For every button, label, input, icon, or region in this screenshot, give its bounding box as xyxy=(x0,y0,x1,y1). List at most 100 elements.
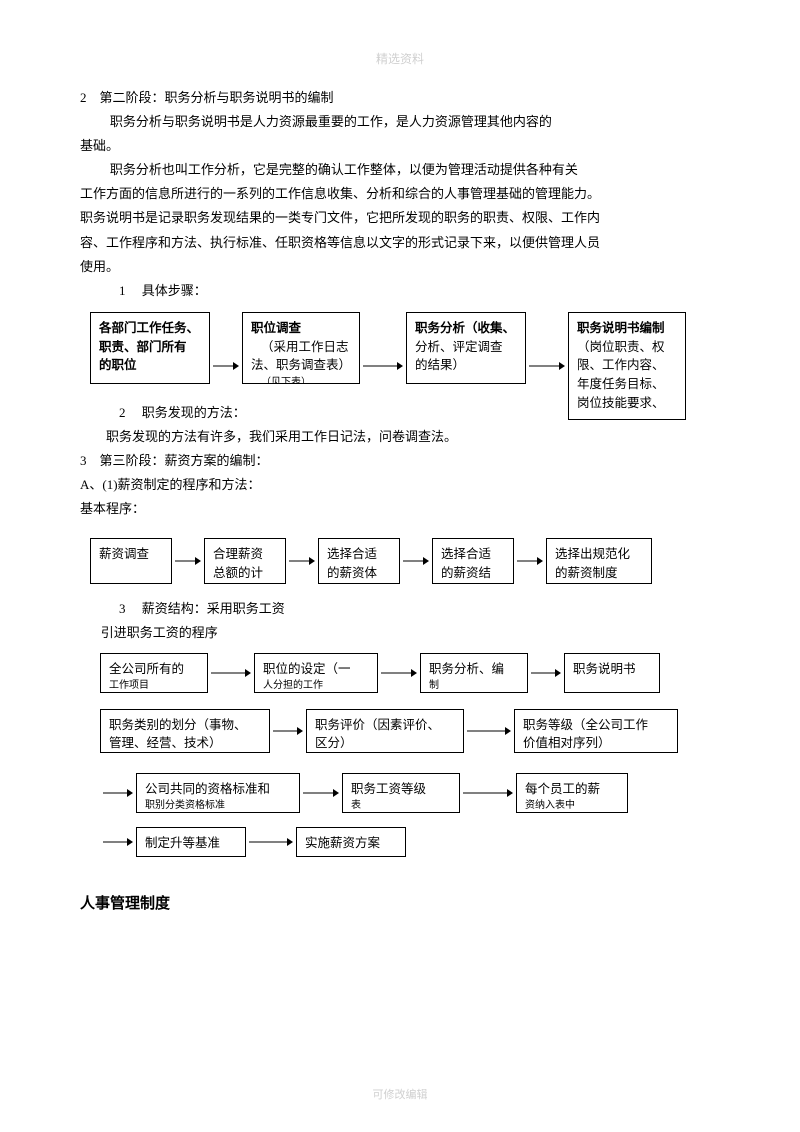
box-text: 职务工资等级 xyxy=(351,780,451,799)
text-line: 职务分析也叫工作分析，它是完整的确认工作整体，以便为管理活动提供各种有关 xyxy=(80,159,720,181)
text-line: 容、工作程序和方法、执行标准、任职资格等信息以文字的形式记录下来，以便供管理人员 xyxy=(80,232,720,254)
box-text: 总额的计 xyxy=(213,564,277,583)
box-text: 职务类别的划分（事物、 xyxy=(109,716,261,735)
box-text: 价值相对序列） xyxy=(523,734,669,753)
box-text: 制定升等基准 xyxy=(145,836,220,850)
box-text: 职位的设定（一 xyxy=(263,660,369,679)
text-line: 2 第二阶段：职务分析与职务说明书的编制 xyxy=(80,87,720,109)
flow-box: 薪资调查 xyxy=(90,538,172,584)
header-watermark: 精选资料 xyxy=(80,50,720,67)
box-text: （岗位职责、权 xyxy=(577,338,677,357)
flowchart-3-row3: 公司共同的资格标准和 职别分类资格标准 职务工资等级 表 每个员工的薪 资纳入表… xyxy=(100,773,720,813)
box-text: 选择出规范化 xyxy=(555,545,643,564)
box-text: 人分担的工作 xyxy=(263,678,369,692)
box-text: 职务评价（因素评价、 xyxy=(315,716,455,735)
text-line: A、(1)薪资制定的程序和方法： xyxy=(80,474,720,496)
flow-box: 职务分析（收集、 分析、评定调查 的结果） xyxy=(406,312,526,384)
arrow-icon xyxy=(360,360,406,372)
flow-box: 全公司所有的 工作项目 xyxy=(100,653,208,693)
arrow-icon xyxy=(460,787,516,799)
text-line: 3 第三阶段：薪资方案的编制： xyxy=(80,450,720,472)
footer-watermark: 可修改编辑 xyxy=(0,1086,800,1102)
arrow-icon xyxy=(100,836,136,848)
flow-box: 职务评价（因素评价、 区分） xyxy=(306,709,464,753)
text-line: 职务发现的方法有许多，我们采用工作日记法，问卷调查法。 xyxy=(80,426,720,448)
box-text: 的职位 xyxy=(99,356,201,375)
flow-box: 职务类别的划分（事物、 管理、经营、技术） xyxy=(100,709,270,753)
flow-box: 职位的设定（一 人分担的工作 xyxy=(254,653,378,693)
box-text: 每个员工的薪 xyxy=(525,780,619,799)
box-text: 职别分类资格标准 xyxy=(145,798,291,812)
flow-box: 职务等级（全公司工作 价值相对序列） xyxy=(514,709,678,753)
flow-box: 制定升等基准 xyxy=(136,827,246,857)
text-line: 工作方面的信息所进行的一系列的工作信息收集、分析和综合的人事管理基础的管理能力。 xyxy=(80,183,720,205)
arrow-icon xyxy=(526,360,568,372)
box-text: 的薪资体 xyxy=(327,564,391,583)
box-text: 年度任务目标、 xyxy=(577,375,677,394)
flow-box: 职务说明书 xyxy=(564,653,660,693)
arrow-icon xyxy=(208,667,254,679)
flow-box: 选择合适 的薪资体 xyxy=(318,538,400,584)
arrow-icon xyxy=(246,836,296,848)
box-text: 工作项目 xyxy=(109,678,199,692)
box-text: 选择合适 xyxy=(441,545,505,564)
flow-box: 公司共同的资格标准和 职别分类资格标准 xyxy=(136,773,300,813)
text-line: 3 薪资结构：采用职务工资 xyxy=(80,598,720,620)
flow-box: 每个员工的薪 资纳入表中 xyxy=(516,773,628,813)
box-text: 选择合适 xyxy=(327,545,391,564)
text-line: 1 具体步骤： xyxy=(80,280,720,302)
box-text: 的结果） xyxy=(415,356,517,375)
text-line: 引进职务工资的程序 xyxy=(80,622,720,644)
flow-box: 实施薪资方案 xyxy=(296,827,406,857)
arrow-icon xyxy=(300,787,342,799)
flow-box: 各部门工作任务、 职责、部门所有 的职位 xyxy=(90,312,210,384)
box-text: 的薪资制度 xyxy=(555,564,643,583)
box-text: 职位调查 xyxy=(251,319,351,338)
box-text: 法、职务调查表） xyxy=(251,356,351,375)
section-heading: 人事管理制度 xyxy=(80,892,720,913)
arrow-icon xyxy=(464,725,514,737)
text-line: 使用。 xyxy=(80,256,720,278)
box-text: 职务分析（收集、 xyxy=(415,319,517,338)
box-text: 资纳入表中 xyxy=(525,798,619,812)
flowchart-3-row1: 全公司所有的 工作项目 职位的设定（一 人分担的工作 职务分析、编 制 职务说明… xyxy=(100,653,720,693)
box-text: 区分） xyxy=(315,734,455,753)
box-text: 职责、部门所有 xyxy=(99,338,201,357)
text-line: 基础。 xyxy=(80,135,720,157)
arrow-icon xyxy=(528,667,564,679)
box-text: 薪资调查 xyxy=(99,547,149,561)
box-text: 限、工作内容、 xyxy=(577,356,677,375)
box-text: 职务说明书 xyxy=(573,662,636,676)
text-line: 职务说明书是记录职务发现结果的一类专门文件，它把所发现的职务的职责、权限、工作内 xyxy=(80,207,720,229)
box-text: 全公司所有的 xyxy=(109,660,199,679)
box-text: 职务分析、编 xyxy=(429,660,519,679)
flow-box: 职位调查 （采用工作日志 法、职务调查表） （见下表） xyxy=(242,312,360,384)
box-text: 的薪资结 xyxy=(441,564,505,583)
box-text: 表 xyxy=(351,798,451,812)
flow-box: 职务工资等级 表 xyxy=(342,773,460,813)
text-line: 职务分析与职务说明书是人力资源最重要的工作，是人力资源管理其他内容的 xyxy=(80,111,720,133)
box-text: 管理、经营、技术） xyxy=(109,734,261,753)
box-text: 制 xyxy=(429,678,519,692)
arrow-icon xyxy=(172,555,204,567)
arrow-icon xyxy=(378,667,420,679)
flow-box: 职务分析、编 制 xyxy=(420,653,528,693)
flow-box: 职务说明书编制 （岗位职责、权 限、工作内容、 年度任务目标、 岗位技能要求、 xyxy=(568,312,686,420)
box-text: 岗位技能要求、 xyxy=(577,394,677,413)
box-text: 职务等级（全公司工作 xyxy=(523,716,669,735)
flowchart-2: 薪资调查 合理薪资 总额的计 选择合适 的薪资体 选择合适 的薪资结 选择出规范… xyxy=(90,538,720,584)
arrow-icon xyxy=(400,555,432,567)
arrow-icon xyxy=(514,555,546,567)
arrow-icon xyxy=(286,555,318,567)
box-text: 实施薪资方案 xyxy=(305,836,380,850)
flow-box: 选择出规范化 的薪资制度 xyxy=(546,538,652,584)
box-text: 合理薪资 xyxy=(213,545,277,564)
arrow-icon xyxy=(270,725,306,737)
flow-box: 合理薪资 总额的计 xyxy=(204,538,286,584)
box-text: 各部门工作任务、 xyxy=(99,319,201,338)
box-text: 职务说明书编制 xyxy=(577,319,677,338)
arrow-icon xyxy=(210,360,242,372)
flowchart-3-row4: 制定升等基准 实施薪资方案 xyxy=(100,827,720,857)
arrow-icon xyxy=(100,787,136,799)
flow-box: 选择合适 的薪资结 xyxy=(432,538,514,584)
